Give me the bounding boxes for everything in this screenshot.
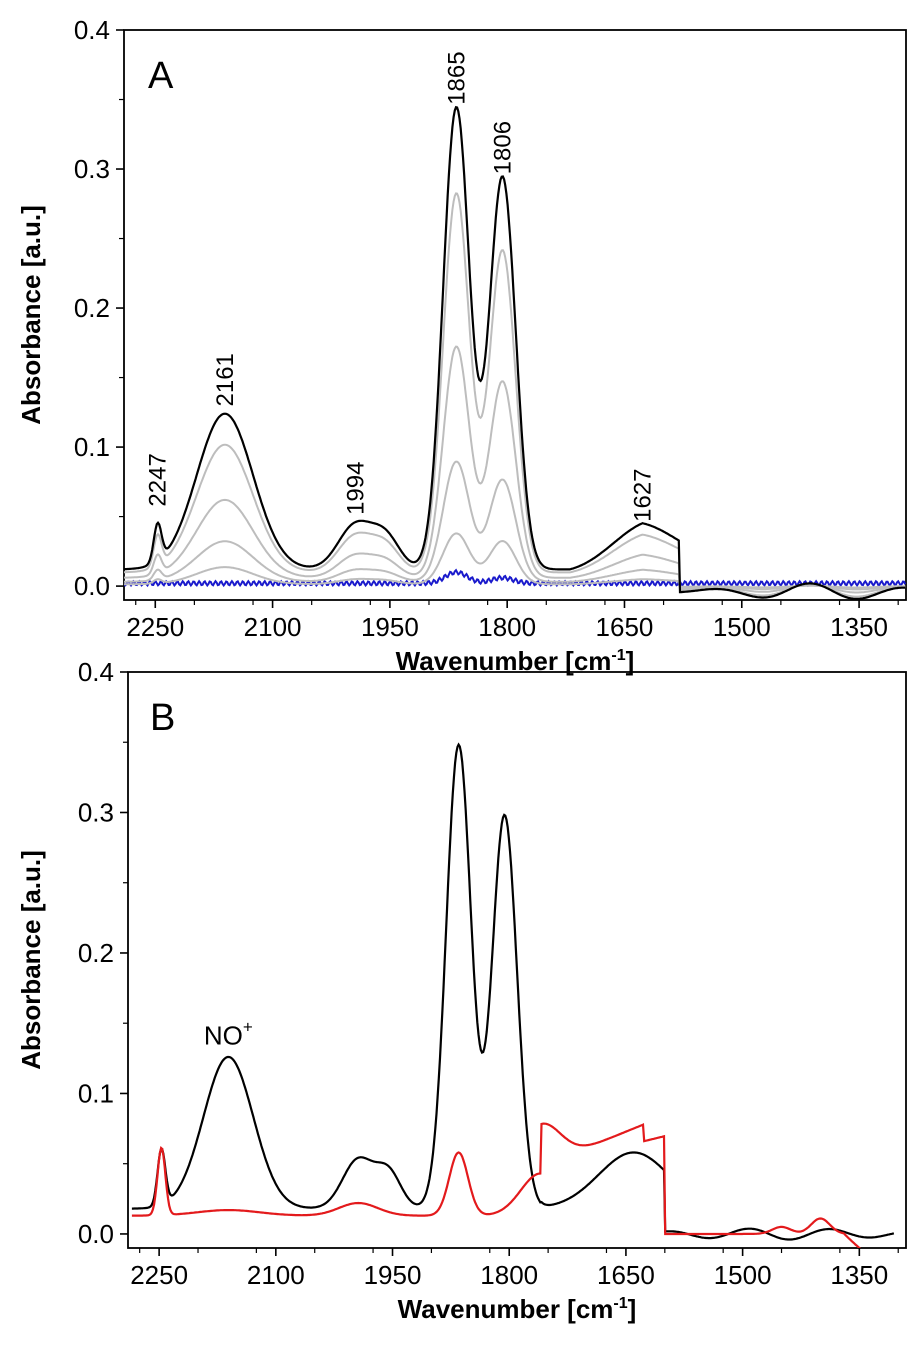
x-tick-label: 2100 — [247, 1260, 305, 1290]
y-tick-label: 0.1 — [74, 432, 110, 462]
x-tick-label: 1800 — [480, 1260, 538, 1290]
annotation-no-plus: NO+ — [204, 1017, 253, 1050]
y-tick-label: 0.3 — [78, 797, 114, 827]
x-tick-label: 1800 — [478, 612, 536, 642]
panel-a: 2250 2100 1950 1800 1650 1500 1350 0.0 0.1 0.2 0.3… — [16, 15, 907, 676]
x-tick-label: 1500 — [714, 1260, 772, 1290]
peak-label-1994: 1994 — [342, 462, 369, 515]
y-tick-label: 0.3 — [74, 154, 110, 184]
plot-frame — [127, 671, 907, 1249]
x-tick-label: 1950 — [361, 612, 419, 642]
series-red — [131, 1122, 861, 1248]
peak-label-2161: 2161 — [212, 353, 239, 406]
x-tick-label: 1950 — [364, 1260, 422, 1290]
y-axis-title: Absorbance [a.u.] — [16, 850, 46, 1070]
y-tick-label: 0.1 — [78, 1078, 114, 1108]
x-tick-label: 1650 — [596, 612, 654, 642]
series-intermediate-4 — [124, 192, 906, 598]
x-tick-label: 1350 — [830, 1260, 888, 1290]
x-tick-label: 2250 — [130, 1260, 188, 1290]
y-tick-label: 0.2 — [78, 938, 114, 968]
series-final-5 — [124, 105, 906, 600]
series-intermediate-2 — [124, 460, 906, 591]
peak-label-1806: 1806 — [489, 121, 516, 174]
y-axis-title: Absorbance [a.u.] — [16, 205, 46, 425]
x-tick-label: 2100 — [244, 612, 302, 642]
panel-letter: A — [148, 55, 174, 97]
x-tick-label: 1350 — [830, 612, 888, 642]
x-axis-title: Wavenumber [cm-1] — [396, 646, 635, 676]
y-tick-label: 0.2 — [74, 293, 110, 323]
panel-b: 2250 2100 1950 1800 1650 1500 1350 0.0 0.1 0.2 0.3… — [16, 657, 907, 1324]
peak-label-1627: 1627 — [629, 468, 656, 521]
x-axis-title: Wavenumber [cm-1] — [398, 1294, 637, 1324]
x-tick-label: 1500 — [713, 612, 771, 642]
y-tick-label: 0.4 — [78, 657, 114, 687]
series-initial-0 — [124, 568, 906, 588]
series-intermediate-1 — [124, 532, 906, 589]
x-tick-label: 1650 — [597, 1260, 655, 1290]
plot-frame — [123, 29, 907, 601]
panel-letter: B — [150, 697, 175, 739]
y-tick-label: 0.0 — [74, 571, 110, 601]
peak-label-1865: 1865 — [443, 51, 470, 104]
series-black — [131, 742, 895, 1241]
y-tick-label: 0.4 — [74, 15, 110, 45]
x-tick-label: 2250 — [126, 612, 184, 642]
peak-label-2247: 2247 — [145, 453, 172, 506]
series-intermediate-3 — [124, 345, 906, 594]
y-tick-label: 0.0 — [78, 1219, 114, 1249]
